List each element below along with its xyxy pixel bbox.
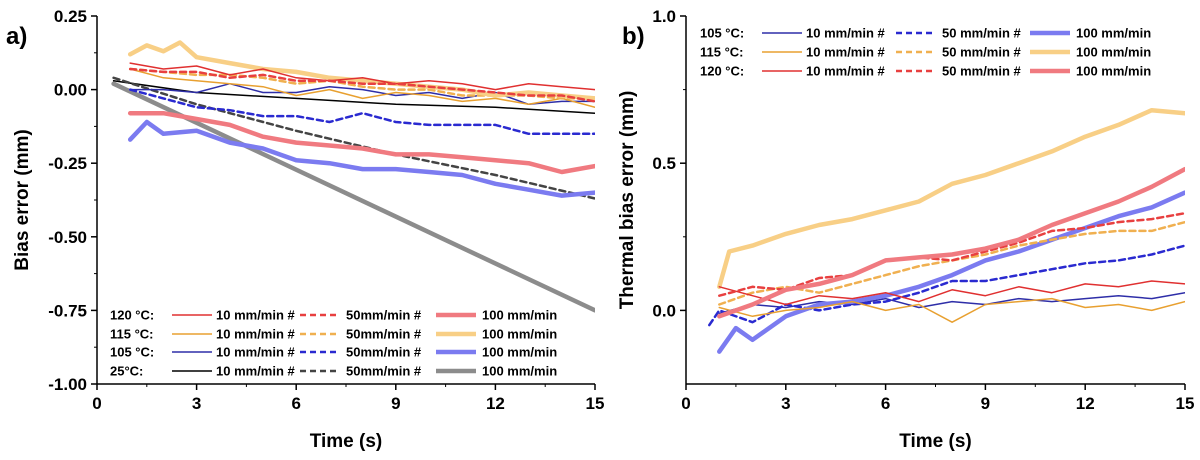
legend-row-label: 120 °C: [110, 308, 154, 323]
x-tick-label: 6 [291, 394, 300, 413]
series-group [708, 107, 1185, 354]
series-line-1 [112, 76, 595, 200]
series-group [111, 40, 595, 313]
series-line-3 [129, 82, 595, 106]
legend-entry-label: 50mm/min # [346, 308, 422, 323]
legend-entry-label: 50mm/min # [346, 345, 422, 360]
legend-entry-label: 10 mm/min # [216, 345, 296, 360]
x-axis-title: Time (s) [310, 431, 383, 452]
y-tick-label: -0.50 [48, 228, 87, 247]
legend-row-label: 105 °C: [110, 345, 154, 360]
series-line-8 [717, 166, 1185, 319]
x-axis-title: Time (s) [899, 431, 972, 452]
series-line-2 [717, 190, 1185, 354]
legend-entry-label: 10 mm/min # [216, 327, 296, 342]
legend-entry-label: 10 mm/min # [806, 26, 886, 41]
series-line-10 [128, 67, 595, 103]
legend-entry-label: 50 mm/min # [942, 26, 1022, 41]
panel-a: 0 3 6 9 12 15 -1.00 -0.75 -0.50 -0.25 0.00 0.25 Time… [6, 7, 604, 452]
y-axis-title: Thermal bias error (mm) [617, 91, 638, 310]
y-tick-label: -0.25 [48, 154, 87, 173]
series-line-1 [708, 244, 1185, 327]
y-tick-label: 0.5 [652, 154, 676, 173]
series-line-11 [127, 110, 595, 175]
x-tick-label: 3 [192, 394, 201, 413]
legend: 25°C: 10 mm/min # 50mm/min # 100 mm/min 105 … [110, 308, 557, 379]
legend-row-label: 120 °C: [700, 64, 744, 79]
legend-entry-label: 10 mm/min # [806, 64, 886, 79]
series-line-2 [111, 81, 595, 313]
x-tick-label: 15 [1176, 394, 1195, 413]
panel-label: a) [6, 23, 27, 50]
legend-entry-label: 50mm/min # [346, 364, 422, 379]
x-tick-label: 0 [681, 394, 690, 413]
y-tick-label: 0.25 [54, 7, 87, 26]
legend-row-label: 115 °C: [700, 45, 744, 60]
legend-entry-label: 100 mm/min [1076, 45, 1151, 60]
x-tick-label: 12 [486, 394, 505, 413]
legend-row-label: 25°C: [110, 364, 143, 379]
legend-row-label: 105 °C: [700, 26, 744, 41]
legend-entry-label: 10 mm/min # [216, 308, 296, 323]
legend: 105 °C: 10 mm/min # 50 mm/min # 100 mm/min 1… [700, 26, 1151, 79]
x-tick-label: 6 [881, 394, 890, 413]
y-tick-label: -1.00 [48, 375, 87, 394]
series-line-8 [127, 40, 595, 101]
series-line-4 [128, 88, 595, 136]
x-tick-label: 9 [981, 394, 990, 413]
x-tick-label: 12 [1076, 394, 1095, 413]
y-tick-label: 1.0 [652, 7, 676, 26]
y-tick-label: 0.00 [54, 81, 87, 100]
series-line-5 [127, 119, 595, 198]
legend-entry-label: 50mm/min # [346, 327, 422, 342]
series-line-6 [718, 280, 1185, 306]
series-line-9 [129, 62, 595, 91]
legend-entry-label: 100 mm/min [1076, 26, 1151, 41]
panel-label: b) [622, 23, 645, 50]
legend-entry-label: 50 mm/min # [942, 64, 1022, 79]
y-tick-label: 0.0 [652, 301, 676, 320]
panel-b: 0 3 6 9 12 15 0.0 0.5 1.0 Time (s) Thermal bias er… [617, 7, 1194, 452]
legend-row-label: 115 °C: [110, 327, 154, 342]
y-axis-title: Bias error (mm) [12, 129, 33, 271]
legend-entry-label: 100 mm/min [482, 308, 557, 323]
series-line-5 [717, 107, 1185, 290]
x-tick-label: 9 [391, 394, 400, 413]
legend-entry-label: 100 mm/min [482, 327, 557, 342]
legend-entry-label: 10 mm/min # [216, 364, 296, 379]
y-tick-label: -0.75 [48, 301, 87, 320]
legend-entry-label: 50 mm/min # [942, 45, 1022, 60]
legend-entry-label: 10 mm/min # [806, 45, 886, 60]
x-tick-label: 15 [586, 394, 605, 413]
legend-entry-label: 100 mm/min [1076, 64, 1151, 79]
x-tick-label: 3 [781, 394, 790, 413]
x-tick-label: 0 [92, 394, 101, 413]
series-line-6 [129, 68, 595, 109]
legend-entry-label: 100 mm/min [482, 364, 557, 379]
legend-entry-label: 100 mm/min [482, 345, 557, 360]
series-line-3 [718, 297, 1185, 323]
